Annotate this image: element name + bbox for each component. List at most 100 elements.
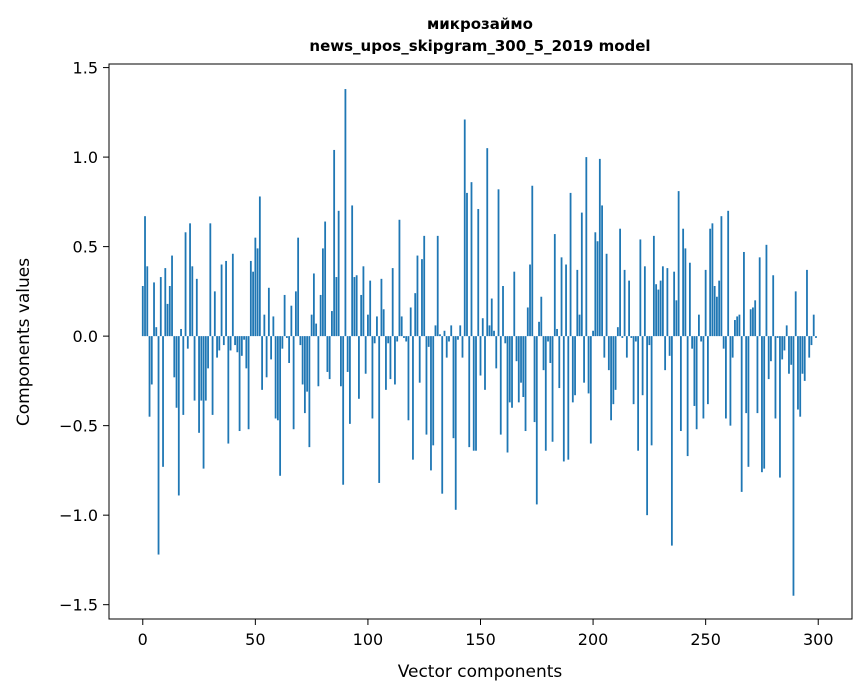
bar-210 [614,336,617,390]
bar-88 [340,336,342,387]
bar-289 [792,336,795,596]
bar-63 [283,294,286,337]
bar-70 [299,336,302,346]
bar-247 [698,314,700,337]
bar-48 [249,260,252,337]
y-tick-label-3: 0.0 [73,327,98,346]
y-axis-label: Components values [14,258,34,426]
bar-280 [772,275,775,337]
bar-204 [601,205,603,337]
bar-148 [475,336,477,451]
bar-122 [416,255,419,337]
bar-165 [513,271,516,337]
bar-162 [506,336,509,453]
bar-160 [502,286,504,337]
bar-97 [360,294,363,337]
bar-8 [159,277,162,337]
bar-135 [445,336,448,358]
bar-9 [162,336,164,467]
bar-67 [292,336,295,430]
bar-212 [619,228,621,337]
bar-41 [234,336,236,346]
bar-37 [225,260,227,337]
bar-114 [398,219,401,337]
bar-24 [195,278,198,337]
x-axis-ticks: 0 50 100 150 200 250 300 [138,619,834,649]
bar-192 [574,336,576,396]
bar-276 [763,336,766,469]
bar-18 [182,336,185,415]
bar-105 [378,336,381,483]
bar-60 [276,336,279,421]
bar-295 [806,269,808,337]
bar-270 [749,309,752,337]
bar-80 [321,248,324,337]
bar-117 [405,336,408,342]
bar-134 [443,330,446,337]
bar-101 [369,280,372,337]
bar-223 [643,266,646,337]
bar-103 [373,336,376,344]
bar-199 [589,336,592,444]
bar-43 [238,336,241,432]
bar-159 [499,336,502,435]
bar-240 [682,228,685,337]
bar-155 [490,298,493,337]
bar-209 [612,336,615,405]
bar-267 [743,251,745,337]
bar-94 [353,277,356,337]
bar-54 [263,314,266,337]
x-tick-label-150: 150 [465,630,496,649]
bar-66 [290,305,293,337]
bar-164 [511,336,513,408]
bar-52 [258,196,261,337]
bar-112 [394,336,396,385]
bar-102 [371,336,374,419]
bar-248 [700,336,703,342]
bar-254 [713,286,716,337]
bar-182 [551,336,554,442]
bar-158 [497,189,500,337]
bar-200 [592,330,594,337]
bar-189 [567,336,570,460]
bar-269 [747,336,750,467]
bar-296 [808,336,811,358]
bar-161 [504,336,507,344]
bar-140 [457,336,459,340]
bar-133 [441,336,444,494]
bar-91 [346,336,349,372]
bar-258 [722,336,725,349]
bar-19 [184,232,187,337]
bar-293 [801,336,804,374]
bar-57 [270,336,273,360]
bar-214 [623,269,626,337]
bar-298 [812,314,815,337]
bar-99 [364,336,367,374]
bar-183 [553,234,556,337]
bar-185 [558,336,561,389]
bar-145 [468,336,471,448]
bar-4 [150,336,153,385]
bar-98 [362,266,365,337]
bar-110 [389,336,392,380]
bar-193 [576,269,579,337]
bar-86 [335,277,338,337]
bar-109 [387,336,390,344]
bar-84 [331,311,333,337]
bar-96 [358,336,360,399]
bar-292 [799,336,802,417]
bar-231 [661,266,664,337]
bar-136 [448,336,450,342]
bar-257 [720,216,723,337]
bar-290 [794,291,797,337]
y-tick-label-0: −1.5 [59,596,98,615]
bar-123 [418,336,421,383]
bar-25 [198,336,200,433]
bar-172 [529,264,531,337]
bar-107 [382,309,385,337]
bar-115 [400,316,403,337]
bar-46 [245,336,248,369]
bar-45 [243,336,245,340]
bar-62 [281,336,284,349]
